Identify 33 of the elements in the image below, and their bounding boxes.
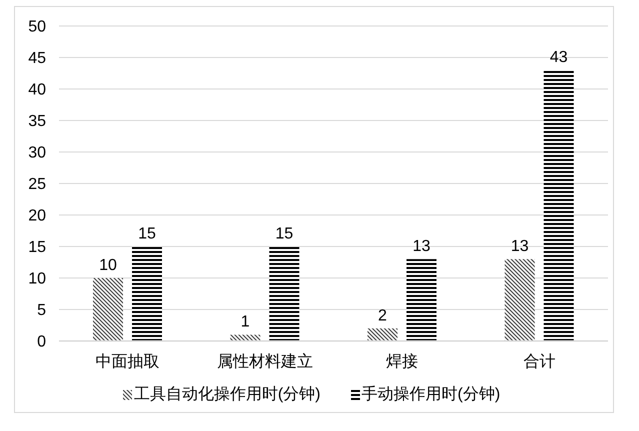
x-tick-label: 焊接 [386,352,418,370]
y-tick-label: 40 [28,82,46,99]
legend-label: 工具自动化操作用时(分钟) [134,384,320,405]
y-tick-label: 5 [37,302,46,320]
bar [132,246,162,341]
data-label: 15 [138,226,156,242]
y-tick-label: 20 [28,208,46,225]
x-tick-label: 属性材料建立 [216,352,313,370]
x-tick-label: 合计 [523,352,556,370]
y-tick-label: 10 [28,270,46,288]
legend-label: 手动操作用时(分钟) [362,384,500,405]
data-label: 13 [412,238,430,256]
bar [93,278,123,341]
bar [230,334,260,341]
bar [504,259,535,341]
bar [544,70,574,341]
y-tick-label: 30 [28,144,46,162]
data-label: 1 [240,314,250,331]
data-label: 43 [550,49,568,66]
bar [269,246,300,341]
data-label: 2 [378,307,388,324]
data-label: 13 [510,238,529,256]
y-tick-label: 35 [28,113,46,130]
y-tick-label: 0 [37,334,46,351]
data-label: 10 [99,257,117,274]
bar [406,259,436,341]
bar [368,328,398,341]
y-tick-label: 15 [28,239,46,256]
y-tick-label: 25 [28,176,46,194]
x-tick-label: 中面抽取 [96,352,160,370]
y-tick-label: 45 [28,50,46,68]
data-label: 15 [275,226,294,242]
y-tick-label: 50 [28,18,46,36]
